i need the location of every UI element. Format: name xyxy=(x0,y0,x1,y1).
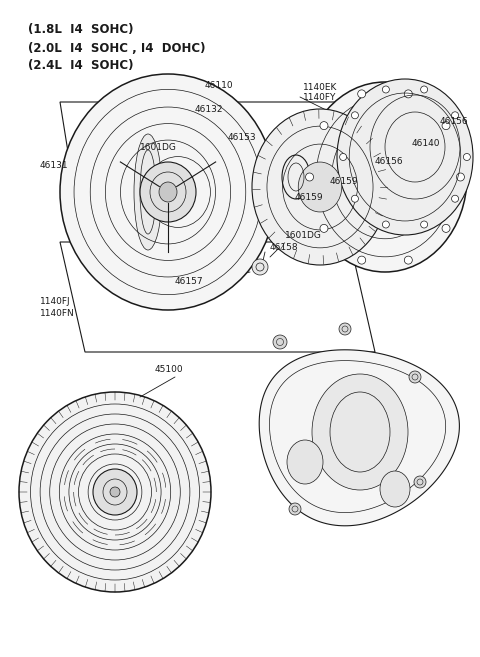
Text: 46159: 46159 xyxy=(330,177,359,187)
Text: 46156: 46156 xyxy=(440,118,468,127)
Text: 46131: 46131 xyxy=(40,160,69,170)
Text: 46110: 46110 xyxy=(205,81,234,89)
Ellipse shape xyxy=(414,476,426,488)
Text: (2.4L  I4  SOHC): (2.4L I4 SOHC) xyxy=(28,60,133,72)
Ellipse shape xyxy=(287,440,323,484)
Ellipse shape xyxy=(383,221,389,228)
Text: (1.8L  I4  SOHC): (1.8L I4 SOHC) xyxy=(28,24,133,37)
Ellipse shape xyxy=(320,225,328,233)
Ellipse shape xyxy=(306,173,313,181)
Ellipse shape xyxy=(351,112,359,119)
Polygon shape xyxy=(259,350,459,526)
Ellipse shape xyxy=(303,82,467,272)
Ellipse shape xyxy=(273,335,287,349)
Text: 46153: 46153 xyxy=(228,133,257,141)
Text: 46157: 46157 xyxy=(175,277,204,286)
Ellipse shape xyxy=(140,162,196,222)
Ellipse shape xyxy=(452,112,458,119)
Ellipse shape xyxy=(282,155,310,199)
Ellipse shape xyxy=(252,109,388,265)
Ellipse shape xyxy=(420,221,428,228)
Ellipse shape xyxy=(452,195,458,202)
Ellipse shape xyxy=(463,154,470,160)
Ellipse shape xyxy=(93,469,137,515)
Text: 46132: 46132 xyxy=(195,104,224,114)
Ellipse shape xyxy=(358,90,366,98)
Ellipse shape xyxy=(289,503,301,515)
Ellipse shape xyxy=(380,471,410,507)
Ellipse shape xyxy=(110,487,120,497)
Ellipse shape xyxy=(456,173,465,181)
Text: 1601DG: 1601DG xyxy=(285,231,322,240)
Text: 46159: 46159 xyxy=(295,193,324,202)
Ellipse shape xyxy=(442,225,450,233)
Text: 46140: 46140 xyxy=(412,139,441,148)
Ellipse shape xyxy=(159,182,177,202)
Ellipse shape xyxy=(351,195,359,202)
Text: 1140EK: 1140EK xyxy=(303,83,337,91)
Ellipse shape xyxy=(298,162,342,212)
Ellipse shape xyxy=(339,323,351,335)
Ellipse shape xyxy=(60,74,276,310)
Ellipse shape xyxy=(320,122,328,129)
Text: 1601DG: 1601DG xyxy=(140,143,177,152)
Text: 46158: 46158 xyxy=(270,242,299,252)
Text: 1140FJ: 1140FJ xyxy=(40,298,71,307)
Ellipse shape xyxy=(340,154,347,160)
Ellipse shape xyxy=(358,256,366,264)
Text: 1140FN: 1140FN xyxy=(40,309,75,317)
Ellipse shape xyxy=(404,256,412,264)
Text: (2.0L  I4  SOHC , I4  DOHC): (2.0L I4 SOHC , I4 DOHC) xyxy=(28,41,205,55)
Ellipse shape xyxy=(19,392,211,592)
Text: 45100: 45100 xyxy=(155,365,184,374)
Ellipse shape xyxy=(134,134,162,250)
Ellipse shape xyxy=(312,374,408,490)
Text: 1140FY: 1140FY xyxy=(303,93,336,102)
Ellipse shape xyxy=(420,86,428,93)
Text: 46156: 46156 xyxy=(375,158,404,166)
Ellipse shape xyxy=(442,122,450,129)
Ellipse shape xyxy=(409,371,421,383)
Ellipse shape xyxy=(337,79,473,235)
Ellipse shape xyxy=(404,90,412,98)
Ellipse shape xyxy=(383,86,389,93)
Ellipse shape xyxy=(252,259,268,275)
